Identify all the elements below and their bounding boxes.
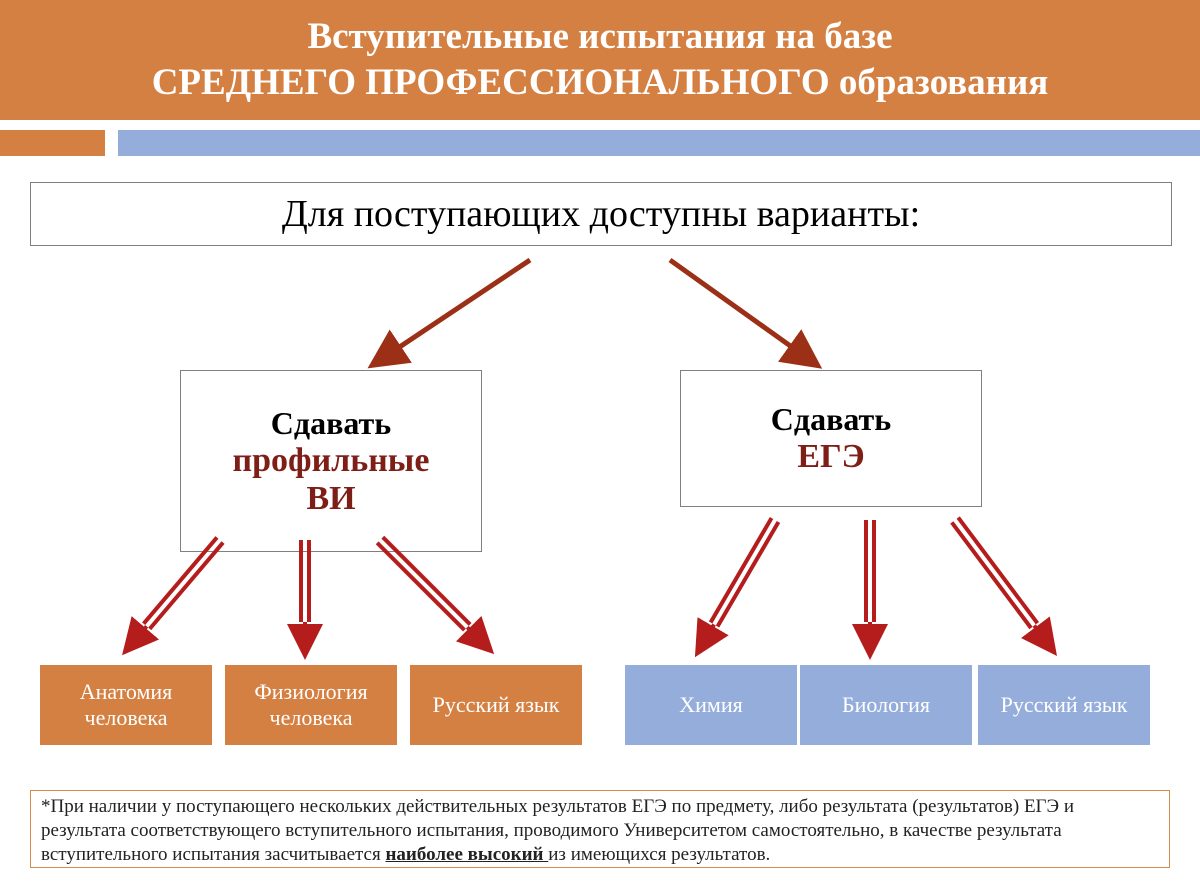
option-right-line2: ЕГЭ [797,438,864,476]
subject-box: Химия [625,665,797,745]
top-arrows-group [380,260,810,360]
option-box-profile: Сдавать профильные ВИ [180,370,482,552]
red-arrow-icon [377,537,480,640]
accent-bar-orange [0,130,105,156]
subject-box: Физиология человека [225,665,397,745]
subject-box: Русский язык [978,665,1150,745]
subtitle-box: Для поступающих доступны варианты: [30,182,1172,246]
subject-box: Анатомия человека [40,665,212,745]
red-arrow-icon [705,518,778,640]
subtitle-text: Для поступающих доступны варианты: [282,192,920,236]
subject-box: Биология [800,665,972,745]
header-line2: СРЕДНЕГО ПРОФЕССИОНАЛЬНОГО образования [152,62,1049,103]
option-left-line1: Сдавать [271,405,391,442]
top-arrow-icon [670,260,810,360]
red-arrow-icon [952,518,1045,640]
red-arrow-icon [866,520,874,640]
red-arrow-icon [301,540,309,640]
footnote-box: *При наличии у поступающего нескольких д… [30,790,1170,868]
option-left-line2: профильные [233,442,430,480]
header-line1: Вступительные испытания на базе [307,16,892,57]
top-arrow-icon [380,260,530,360]
option-box-ege: Сдавать ЕГЭ [680,370,982,507]
footnote-emph: наиболее высокий [385,844,548,865]
slide-header: Вступительные испытания на базе СРЕДНЕГО… [0,0,1200,120]
option-right-line1: Сдавать [771,401,891,438]
subject-box: Русский язык [410,665,582,745]
red-arrow-icon [135,537,223,640]
footnote-post: из имеющихся результатов. [548,844,770,865]
option-left-line3: ВИ [306,480,355,518]
accent-bar-blue [118,130,1200,156]
